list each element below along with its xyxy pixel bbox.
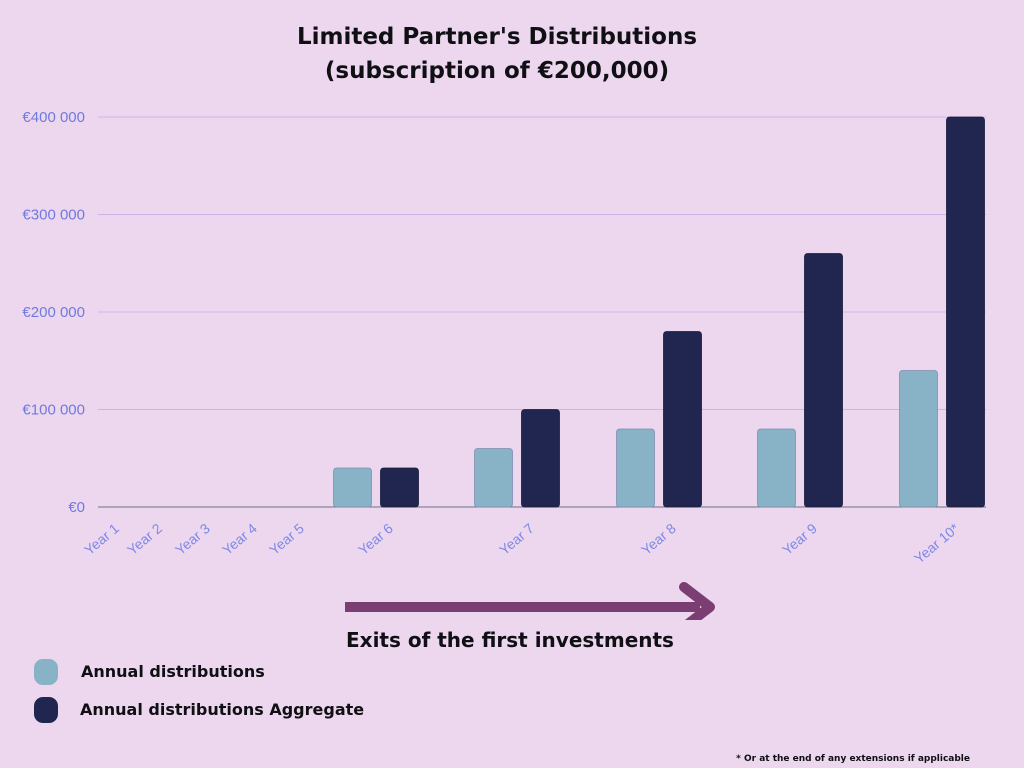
- y-tick-label: €100 000: [22, 402, 85, 419]
- bar-aggregate: [804, 253, 843, 508]
- chart-plot: €0 €100 000 €200 000 €300 000 €400 000 Year 1…: [22, 109, 986, 620]
- x-tick-label: Year 4: [219, 520, 260, 558]
- y-tick-label: €300 000: [22, 207, 85, 224]
- chart-title-line2: (subscription of €200,000): [324, 58, 670, 84]
- bar-annual: [616, 428, 655, 508]
- x-tick-label: Year 7: [496, 520, 537, 558]
- footnote: * Or at the end of any extensions if app…: [736, 754, 970, 764]
- bar-annual: [333, 467, 372, 508]
- bar-annual: [474, 448, 513, 508]
- chart-title: Limited Partner's Distributions (subscri…: [0, 20, 994, 88]
- legend-label-annual: Annual distributions: [81, 662, 265, 681]
- x-tick-label: Year 6: [355, 520, 396, 558]
- legend-swatch-annual: [34, 659, 58, 685]
- legend-swatch-aggregate: [34, 697, 58, 723]
- legend-label-aggregate: Annual distributions Aggregate: [80, 700, 365, 719]
- x-tick-label: Year 8: [638, 520, 679, 558]
- x-tick-label: Year 10*: [911, 520, 962, 567]
- x-tick-label: Year 5: [266, 520, 307, 558]
- bar-annual: [757, 428, 796, 508]
- bar-aggregate: [380, 467, 419, 508]
- chart-title-line1: Limited Partner's Distributions: [296, 24, 698, 50]
- y-tick-label: €400 000: [22, 109, 85, 126]
- bar-annual: [899, 370, 938, 508]
- exits-arrow-head: [679, 582, 715, 620]
- bar-aggregate: [663, 331, 702, 508]
- bar-aggregate: [946, 116, 985, 508]
- y-tick-label: €0: [68, 499, 85, 516]
- x-tick-label: Year 2: [124, 520, 165, 558]
- x-tick-label: Year 9: [779, 520, 820, 558]
- exits-annotation-label: Exits of the first investments: [346, 628, 674, 652]
- x-tick-label: Year 3: [172, 520, 213, 558]
- y-tick-label: €200 000: [22, 304, 85, 321]
- bar-aggregate: [521, 409, 560, 508]
- x-tick-label: Year 1: [81, 520, 122, 558]
